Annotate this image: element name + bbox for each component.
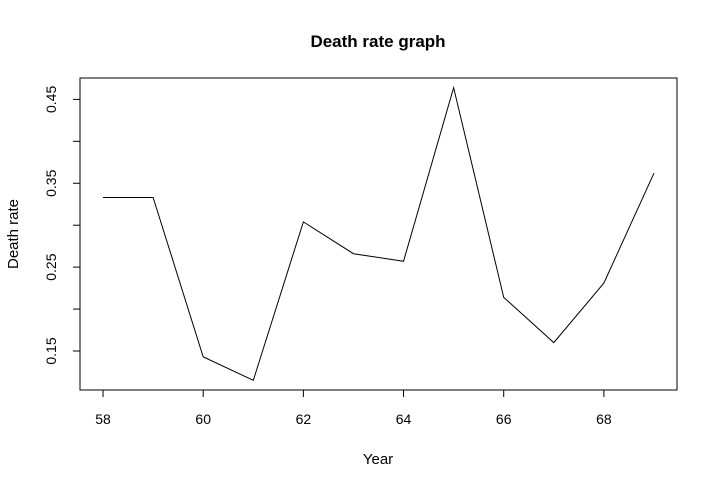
x-tick-label: 58 (95, 411, 111, 427)
series-layer (103, 85, 655, 382)
y-tick-label: 0.25 (43, 253, 59, 280)
y-axis-label: Death rate (5, 199, 22, 269)
y-tick-label: 0.15 (43, 337, 59, 364)
series-line (103, 85, 655, 382)
x-axis-label: Year (363, 451, 393, 468)
x-axis: 58 60 62 64 66 68 (95, 389, 612, 427)
plot-frame (79, 77, 678, 391)
y-tick-label: 0.45 (43, 86, 59, 113)
y-axis: 0.15 0.25 0.35 0.45 (43, 86, 81, 365)
x-tick-label: 68 (596, 411, 612, 427)
x-tick-label: 64 (396, 411, 412, 427)
x-tick-label: 60 (195, 411, 211, 427)
chart-title: Death rate graph (310, 32, 445, 51)
y-tick-label: 0.35 (43, 169, 59, 196)
x-tick-label: 66 (496, 411, 512, 427)
x-tick-label: 62 (296, 411, 312, 427)
